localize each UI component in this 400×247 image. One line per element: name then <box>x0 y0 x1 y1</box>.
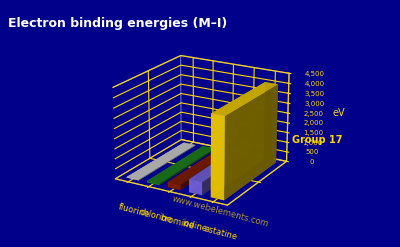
Text: Electron binding energies (M–I): Electron binding energies (M–I) <box>8 17 227 30</box>
Text: www.webelements.com: www.webelements.com <box>171 195 269 229</box>
